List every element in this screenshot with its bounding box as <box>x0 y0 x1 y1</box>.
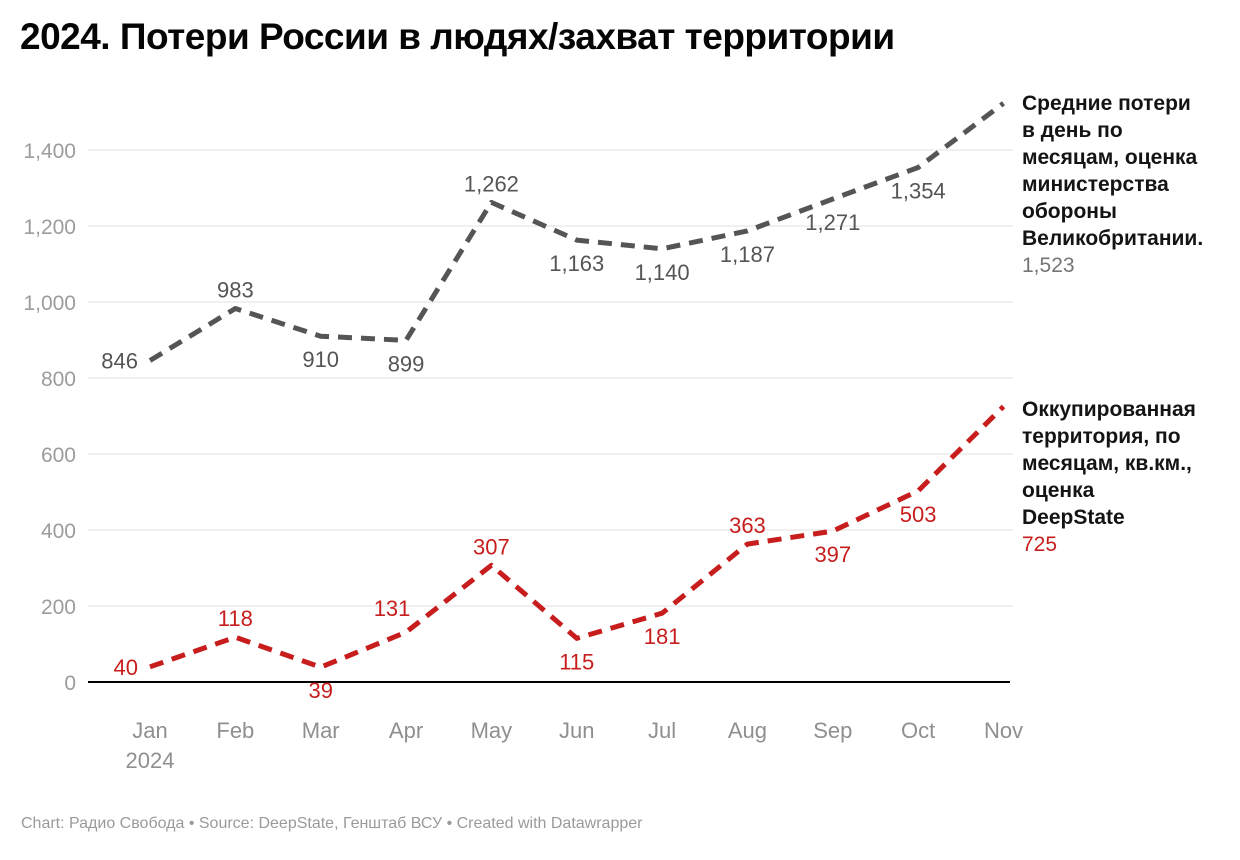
y-axis-tick-label: 0 <box>64 672 76 695</box>
data-label-territory: 131 <box>374 596 411 621</box>
series-annotation-territory: Оккупированная территория, по месяцам, кв.… <box>1022 396 1227 558</box>
x-axis-tick-label: Aug <box>728 718 767 743</box>
series-annotation-uk-losses: Средние потери в день по месяцам, оценка ми… <box>1022 90 1227 279</box>
annotation-label-line: Великобритании. <box>1022 227 1204 250</box>
annotation-label-line: оценка <box>1022 479 1095 502</box>
x-axis-tick-label: Oct <box>901 718 935 743</box>
series-line-uk-losses <box>148 101 1006 363</box>
chart-footer-credits: Chart: Радио Свобода • Source: DeepState… <box>21 815 643 832</box>
annotation-label-line: в день по <box>1022 119 1123 142</box>
annotation-label-line: DeepState <box>1022 506 1125 529</box>
x-axis-tick-label: May <box>471 718 513 743</box>
data-label-uk-losses: 1,354 <box>891 178 946 203</box>
series-annotation-territory-value: 725 <box>1022 533 1058 556</box>
data-label-uk-losses: 1,163 <box>549 251 604 276</box>
y-axis-tick-label: 1,000 <box>23 292 76 315</box>
y-axis-tick-label: 400 <box>41 520 76 543</box>
x-axis-tick-label: Jun <box>559 718 594 743</box>
annotation-label-line: Средние потери <box>1022 92 1191 115</box>
annotation-label-line: месяцам, оценка <box>1022 146 1198 169</box>
annotation-label-line: министерства <box>1022 173 1169 196</box>
x-axis-tick-label: Jan <box>132 718 167 743</box>
data-label-uk-losses: 983 <box>217 277 254 302</box>
data-label-territory: 363 <box>729 513 766 538</box>
data-label-uk-losses: 846 <box>101 349 138 374</box>
series-annotation-territory-label: Оккупированная территория, по месяцам, кв.… <box>1022 396 1227 531</box>
data-label-territory: 115 <box>559 649 594 674</box>
x-axis-tick-label: Jul <box>648 718 676 743</box>
data-label-territory: 397 <box>814 542 851 567</box>
y-axis-tick-label: 1,400 <box>23 140 76 163</box>
data-label-territory: 503 <box>900 502 937 527</box>
series-line-territory <box>149 404 1006 670</box>
x-axis-year-label: 2024 <box>126 748 175 773</box>
data-label-uk-losses: 1,140 <box>635 260 690 285</box>
chart-title: 2024. Потери России в людях/захват терри… <box>20 16 895 57</box>
data-label-territory: 40 <box>114 655 138 680</box>
y-axis-tick-label: 1,200 <box>23 216 76 239</box>
data-label-territory: 181 <box>644 624 681 649</box>
x-axis-tick-label: Mar <box>302 718 340 743</box>
annotation-label-line: территория, по <box>1022 425 1181 448</box>
data-label-territory: 307 <box>473 534 510 559</box>
data-label-uk-losses: 910 <box>302 347 339 372</box>
annotation-label-line: месяцам, кв.км., <box>1022 452 1192 475</box>
x-axis-tick-label: Apr <box>389 718 423 743</box>
data-label-uk-losses: 1,187 <box>720 242 775 267</box>
annotation-label-line: Оккупированная <box>1022 398 1196 421</box>
y-axis-tick-label: 600 <box>41 444 76 467</box>
x-axis-tick-label: Nov <box>984 718 1023 743</box>
data-label-uk-losses: 1,262 <box>464 171 519 196</box>
y-axis-tick-label: 200 <box>41 596 76 619</box>
series-annotation-uk-losses-value: 1,523 <box>1022 254 1075 277</box>
data-label-territory: 118 <box>218 606 253 631</box>
x-axis-tick-label: Sep <box>813 718 852 743</box>
annotation-label-line: обороны <box>1022 200 1117 223</box>
data-label-territory: 39 <box>308 678 332 703</box>
series-annotation-uk-losses-label: Средние потери в день по месяцам, оценка ми… <box>1022 90 1227 252</box>
y-axis-tick-label: 800 <box>41 368 76 391</box>
data-label-uk-losses: 899 <box>388 351 425 376</box>
x-axis-tick-label: Feb <box>216 718 254 743</box>
data-label-uk-losses: 1,271 <box>805 210 860 235</box>
